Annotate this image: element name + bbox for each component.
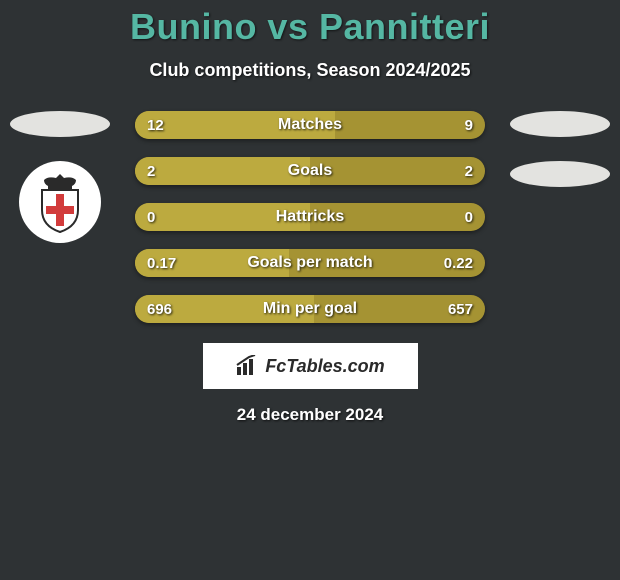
stat-row: 2 Goals 2: [135, 157, 485, 185]
comparison-panel: 12 Matches 9 2 Goals 2 0 Hattricks 0 0.1…: [0, 111, 620, 425]
placeholder-ellipse: [510, 161, 610, 187]
stat-row: 12 Matches 9: [135, 111, 485, 139]
stat-label: Goals: [135, 162, 485, 180]
page-title: Bunino vs Pannitteri: [0, 0, 620, 48]
stat-label: Min per goal: [135, 300, 485, 318]
stat-row: 0 Hattricks 0: [135, 203, 485, 231]
bar-chart-icon: [235, 355, 261, 377]
placeholder-ellipse: [510, 111, 610, 137]
placeholder-ellipse: [10, 111, 110, 137]
stat-row: 696 Min per goal 657: [135, 295, 485, 323]
stat-bars: 12 Matches 9 2 Goals 2 0 Hattricks 0 0.1…: [135, 111, 485, 323]
stat-label: Hattricks: [135, 208, 485, 226]
stat-label: Matches: [135, 116, 485, 134]
right-player-badges: [510, 111, 610, 211]
subtitle: Club competitions, Season 2024/2025: [0, 60, 620, 81]
club-crest-icon: [19, 161, 101, 243]
left-player-badges: [10, 111, 110, 243]
branding-text: FcTables.com: [265, 356, 384, 377]
stat-label: Goals per match: [135, 254, 485, 272]
date-text: 24 december 2024: [0, 405, 620, 425]
branding-badge: FcTables.com: [203, 343, 418, 389]
stat-row: 0.17 Goals per match 0.22: [135, 249, 485, 277]
